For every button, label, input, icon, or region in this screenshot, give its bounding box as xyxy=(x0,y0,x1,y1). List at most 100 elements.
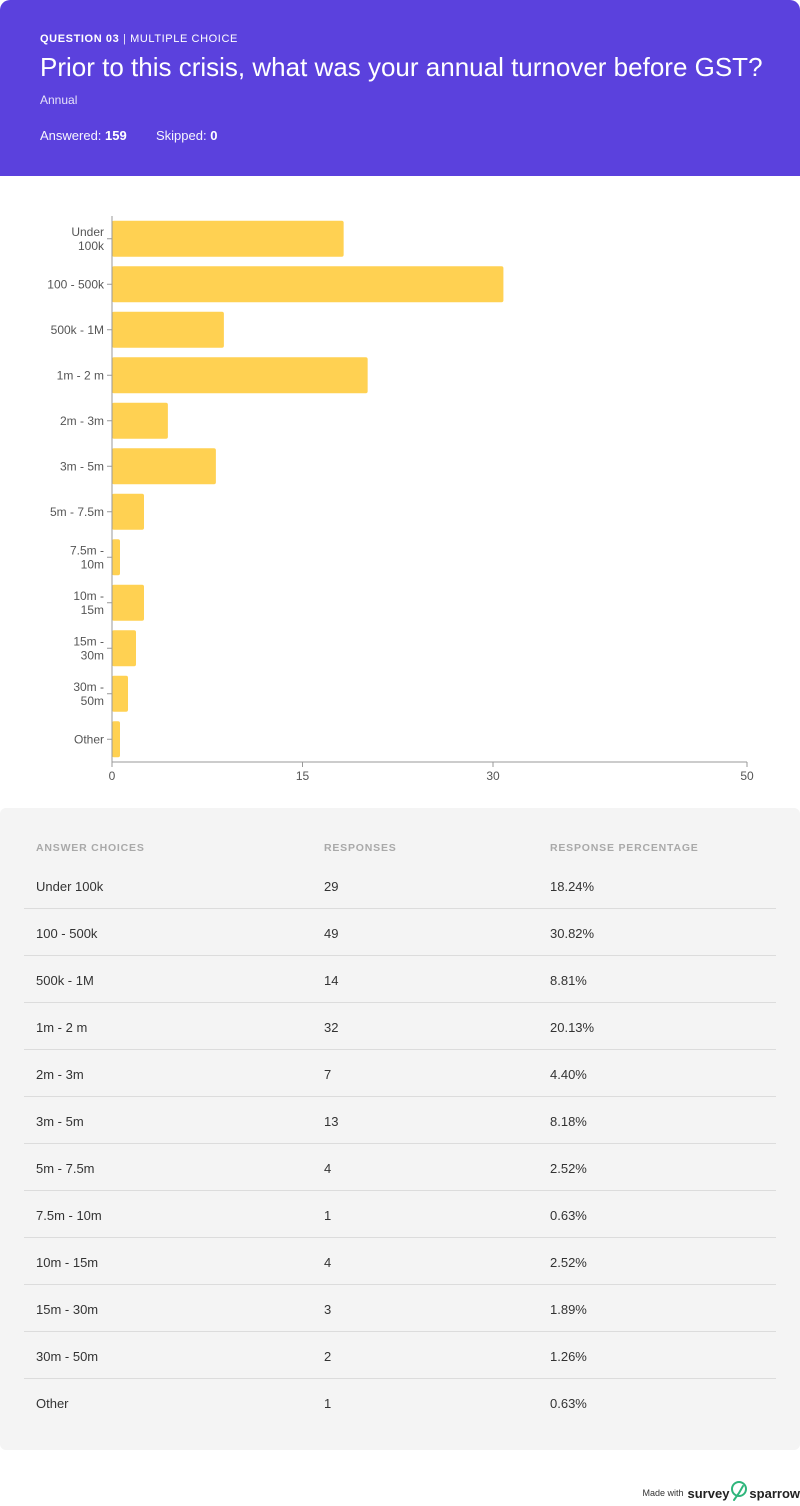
header-response-percentage: RESPONSE PERCENTAGE xyxy=(550,842,699,854)
bar xyxy=(112,584,145,621)
y-tick-label: 100 - 500k xyxy=(47,277,105,291)
y-tick-label: Under 100k xyxy=(71,225,105,253)
answer-choice-cell: 100 - 500k xyxy=(36,926,98,941)
percentage-cell: 2.52% xyxy=(550,1255,587,1270)
responses-cell: 2 xyxy=(324,1349,332,1364)
bar xyxy=(112,448,216,485)
y-tick-label: 1m - 2 m xyxy=(57,368,104,382)
answer-choice-cell: 30m - 50m xyxy=(36,1349,99,1364)
bar xyxy=(112,539,121,576)
table-row: Other 1 0.63% xyxy=(24,1379,776,1426)
table-row: 30m - 50m 2 1.26% xyxy=(24,1332,776,1379)
table-header-row: ANSWER CHOICES RESPONSES RESPONSE PERCEN… xyxy=(0,842,800,858)
y-tick-label: 30m -50m xyxy=(73,680,104,708)
responses-cell: 4 xyxy=(324,1255,332,1270)
footer-branding[interactable]: Made with survey sparrow xyxy=(642,1480,800,1506)
bar xyxy=(112,630,137,667)
bar xyxy=(112,311,224,348)
table-row: 7.5m - 10m 1 0.63% xyxy=(24,1191,776,1238)
question-number: QUESTION 03 xyxy=(40,33,120,45)
percentage-cell: 20.13% xyxy=(550,1020,595,1035)
bar-chart-svg: Under 100k 100 - 500k 500k - 1M 1m - 2 m 2m -… xyxy=(47,216,754,783)
y-tick-label: 2m - 3m xyxy=(60,414,104,428)
x-tick-label: 30 xyxy=(486,769,500,783)
table-row: 1m - 2 m 32 20.13% xyxy=(24,1003,776,1050)
y-tick-label: Other xyxy=(74,732,104,746)
bar xyxy=(112,721,121,758)
y-tick-label: 15m -30m xyxy=(73,634,104,662)
y-tick-label: 3m - 5m xyxy=(60,459,104,473)
percentage-cell: 8.18% xyxy=(550,1114,587,1129)
answer-choice-cell: 10m - 15m xyxy=(36,1255,99,1270)
y-tick-label: 7.5m -10m xyxy=(70,543,104,571)
x-tick-label: 15 xyxy=(296,769,310,783)
question-title: Prior to this crisis, what was your annu… xyxy=(40,52,763,82)
responses-cell: 14 xyxy=(324,973,339,988)
table-body: Under 100k 29 18.24% 100 - 500k 49 30.82% 500k… xyxy=(24,862,776,1426)
bar xyxy=(112,220,344,257)
percentage-cell: 8.81% xyxy=(550,973,587,988)
table-row: 3m - 5m 13 8.18% xyxy=(24,1097,776,1144)
question-subtitle: Annual xyxy=(40,93,78,107)
responses-cell: 7 xyxy=(324,1067,332,1082)
answer-choice-cell: 7.5m - 10m xyxy=(36,1208,102,1223)
header-responses: RESPONSES xyxy=(324,842,397,854)
y-tick-label: 5m - 7.5m xyxy=(50,505,104,519)
responses-cell: 32 xyxy=(324,1020,339,1035)
made-with-text: Made with xyxy=(642,1488,684,1498)
percentage-cell: 1.89% xyxy=(550,1302,587,1317)
bar xyxy=(112,493,145,530)
percentage-cell: 0.63% xyxy=(550,1396,587,1411)
bar xyxy=(112,402,168,439)
question-meta: QUESTION 03 | MULTIPLE CHOICE xyxy=(40,33,238,45)
responses-cell: 49 xyxy=(324,926,339,941)
table-row: 15m - 30m 3 1.89% xyxy=(24,1285,776,1332)
responses-cell: 1 xyxy=(324,1396,332,1411)
responses-cell: 1 xyxy=(324,1208,332,1223)
responses-cell: 3 xyxy=(324,1302,332,1317)
answered-label: Answered: xyxy=(40,128,102,143)
responses-cell: 29 xyxy=(324,879,339,894)
responses-cell: 4 xyxy=(324,1161,332,1176)
responses-table: ANSWER CHOICES RESPONSES RESPONSE PERCEN… xyxy=(0,808,800,1450)
table-row: Under 100k 29 18.24% xyxy=(24,862,776,909)
question-header: QUESTION 03 | MULTIPLE CHOICE Prior to t… xyxy=(0,0,800,176)
skipped-label: Skipped: xyxy=(156,128,207,143)
x-tick-label: 0 xyxy=(109,769,116,783)
bar xyxy=(112,266,504,303)
brand-name-part2: sparrow xyxy=(749,1485,800,1501)
answer-choice-cell: 500k - 1M xyxy=(36,973,94,988)
table-row: 5m - 7.5m 4 2.52% xyxy=(24,1144,776,1191)
answer-choice-cell: 2m - 3m xyxy=(36,1067,84,1082)
sparrow-logo-icon xyxy=(730,1480,748,1506)
answer-choice-cell: 3m - 5m xyxy=(36,1114,84,1129)
percentage-cell: 2.52% xyxy=(550,1161,587,1176)
bar xyxy=(112,357,368,394)
percentage-cell: 30.82% xyxy=(550,926,595,941)
table-row: 500k - 1M 14 8.81% xyxy=(24,956,776,1003)
brand-name-part1: survey xyxy=(687,1485,730,1501)
percentage-cell: 0.63% xyxy=(550,1208,587,1223)
table-row: 100 - 500k 49 30.82% xyxy=(24,909,776,956)
answered-value: 159 xyxy=(105,128,127,143)
table-row: 2m - 3m 7 4.40% xyxy=(24,1050,776,1097)
header-answer-choices: ANSWER CHOICES xyxy=(36,842,145,854)
responses-cell: 13 xyxy=(324,1114,339,1129)
question-type: MULTIPLE CHOICE xyxy=(130,33,238,45)
bar-chart: Under 100k 100 - 500k 500k - 1M 1m - 2 m 2m -… xyxy=(0,176,800,808)
answer-choice-cell: Under 100k xyxy=(36,879,104,894)
percentage-cell: 18.24% xyxy=(550,879,595,894)
y-tick-label: 500k - 1M xyxy=(51,323,104,337)
percentage-cell: 4.40% xyxy=(550,1067,587,1082)
answer-choice-cell: 15m - 30m xyxy=(36,1302,99,1317)
percentage-cell: 1.26% xyxy=(550,1349,587,1364)
bar xyxy=(112,675,129,712)
table-row: 10m - 15m 4 2.52% xyxy=(24,1238,776,1285)
answer-choice-cell: 1m - 2 m xyxy=(36,1020,88,1035)
answer-choice-cell: Other xyxy=(36,1396,69,1411)
answer-choice-cell: 5m - 7.5m xyxy=(36,1161,95,1176)
question-stats: Answered: 159 Skipped: 0 xyxy=(40,128,217,143)
skipped-value: 0 xyxy=(210,128,218,143)
x-tick-label: 50 xyxy=(740,769,754,783)
y-tick-label: 10m -15m xyxy=(73,589,104,617)
